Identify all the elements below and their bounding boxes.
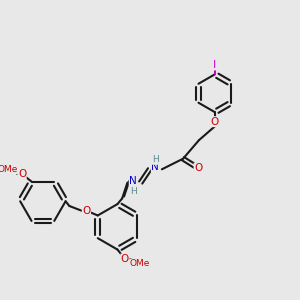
Text: N: N (129, 176, 137, 186)
Text: O: O (82, 206, 91, 216)
Text: O: O (211, 117, 219, 127)
Text: O: O (18, 169, 26, 179)
Text: O: O (194, 163, 202, 173)
Text: I: I (213, 60, 217, 70)
Text: N: N (152, 162, 159, 172)
Text: OMe: OMe (130, 259, 150, 268)
Text: O: O (121, 254, 129, 264)
Text: H: H (152, 155, 159, 164)
Text: H: H (130, 187, 136, 196)
Text: OMe: OMe (0, 165, 18, 174)
